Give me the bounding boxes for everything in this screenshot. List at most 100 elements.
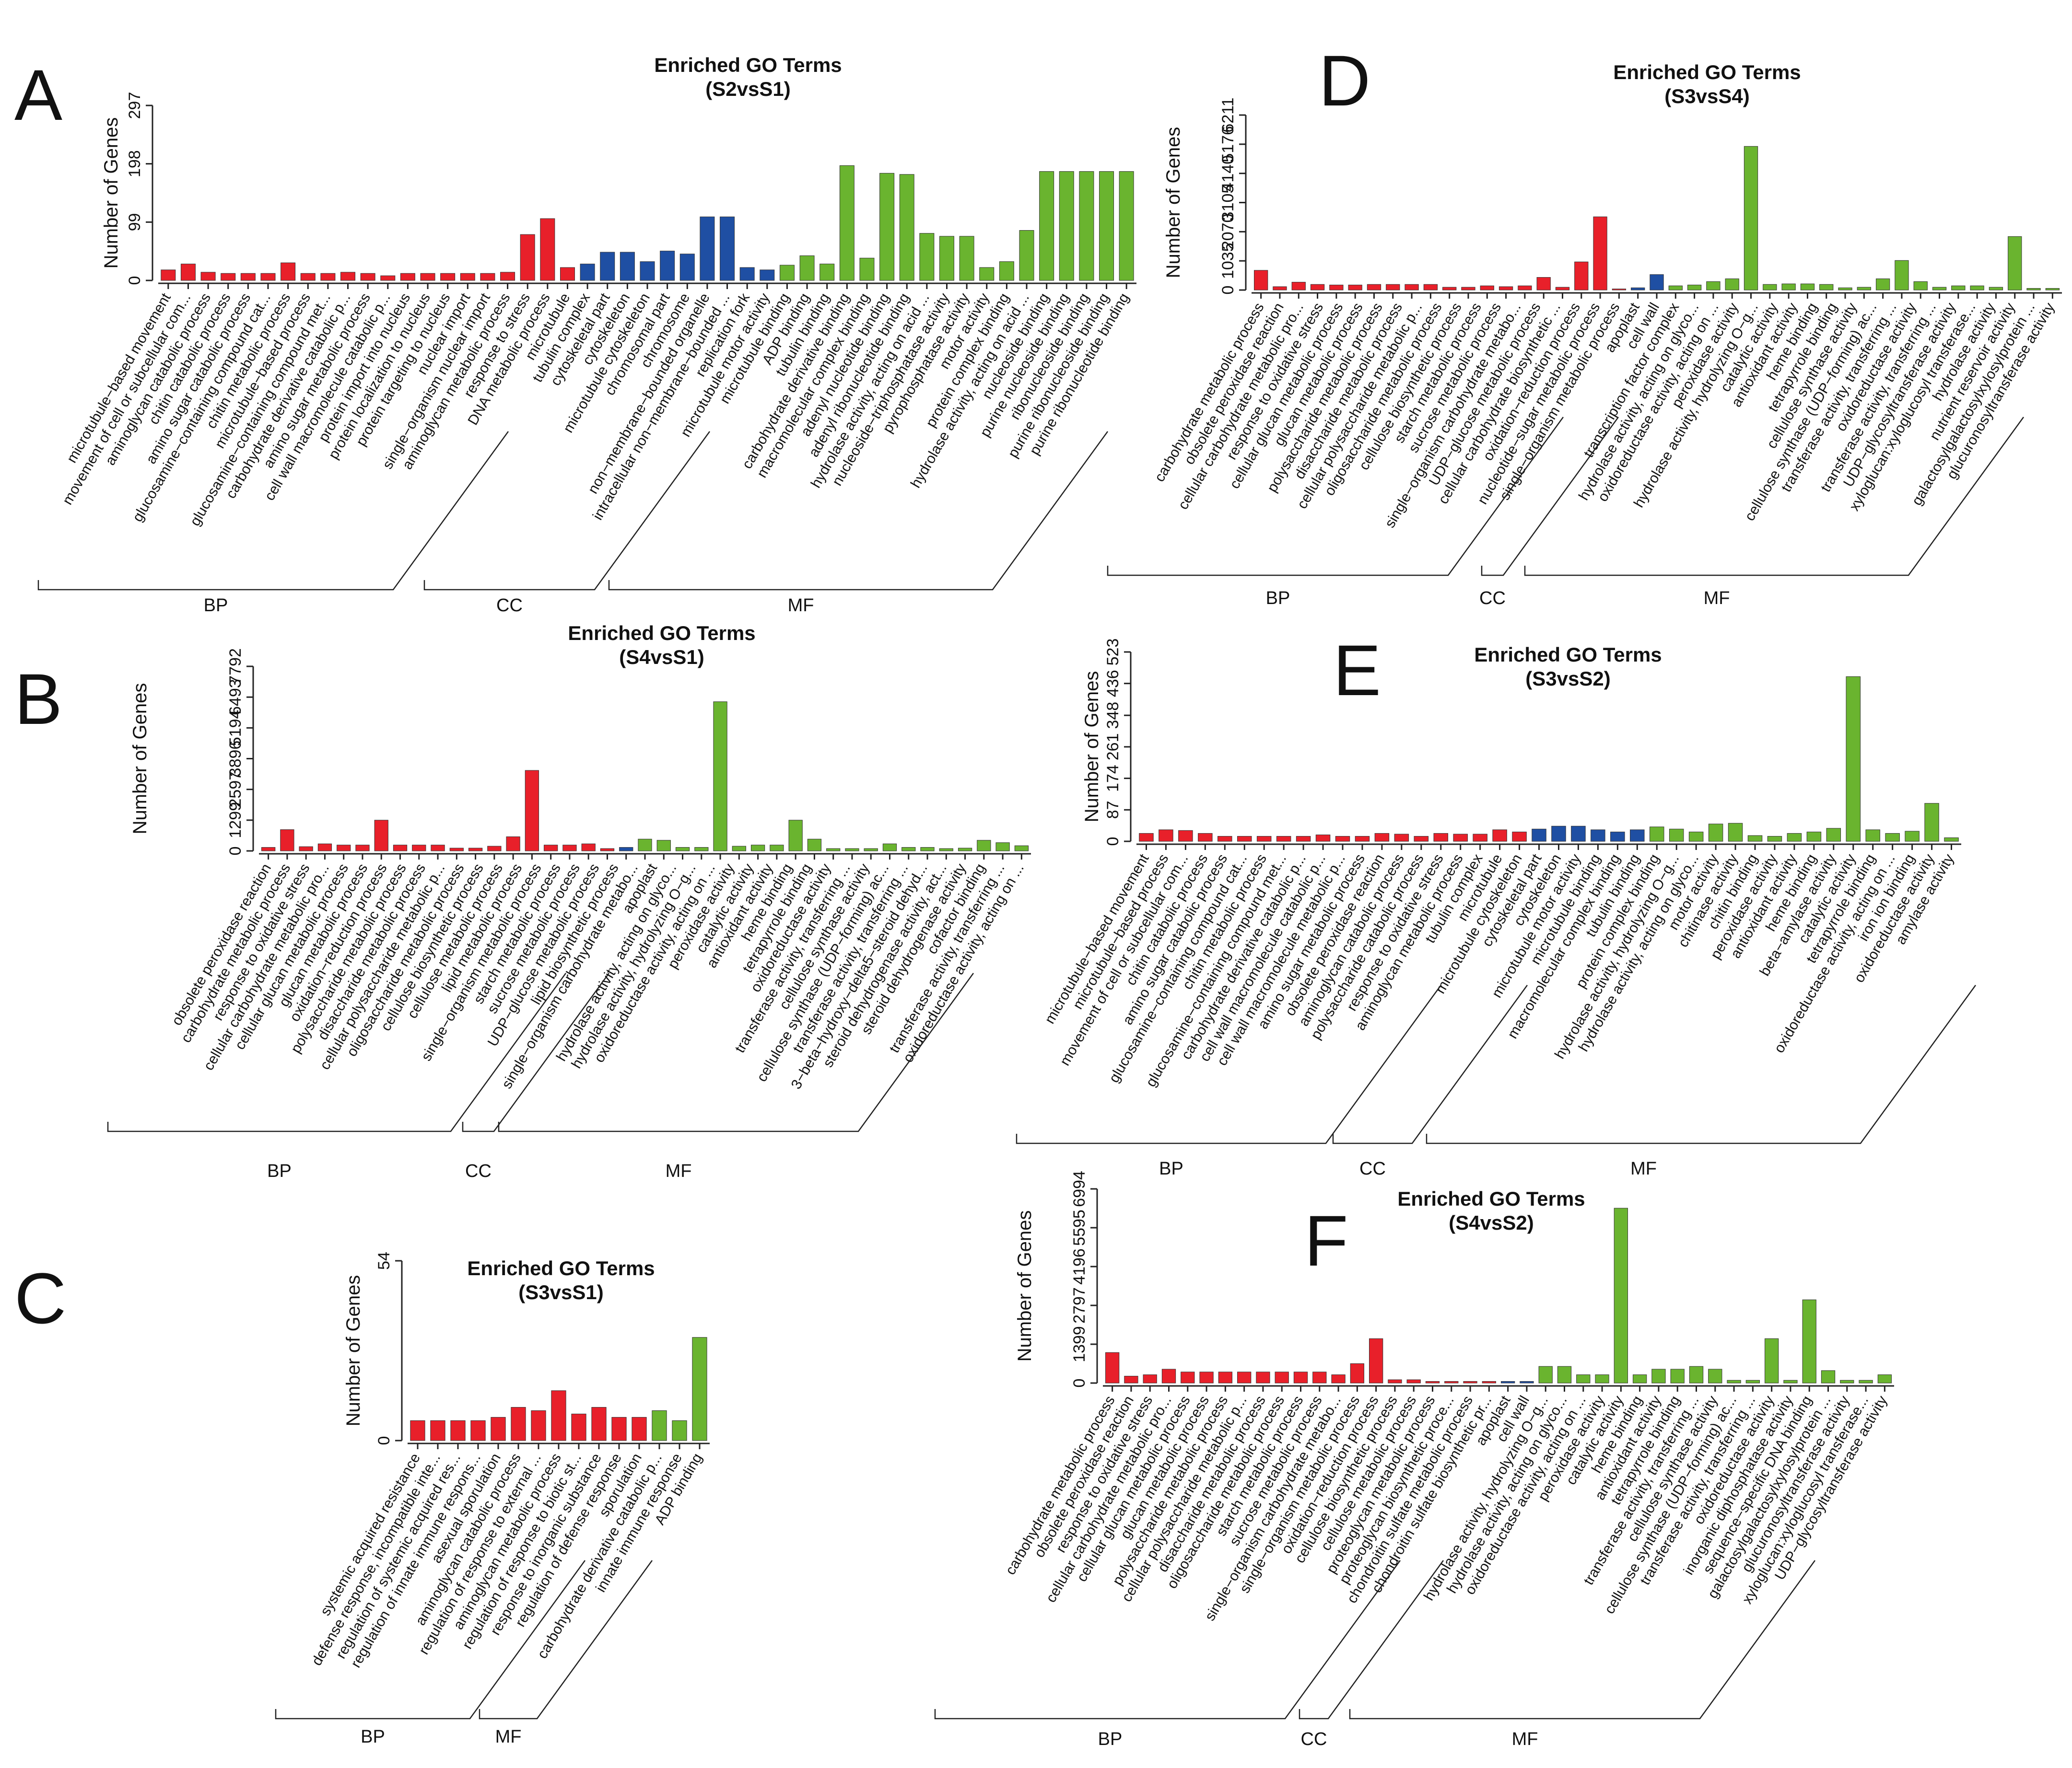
panel-e-bar bbox=[1335, 836, 1350, 842]
panel-f-bar bbox=[1633, 1374, 1647, 1384]
panel-e-bar bbox=[1394, 834, 1409, 842]
panel-f-group-bracket bbox=[934, 1560, 1401, 1720]
panel-b-bar bbox=[487, 846, 502, 851]
panel-d-bar bbox=[1273, 286, 1287, 291]
panel-d-y-tick-label: 3105 bbox=[1219, 185, 1237, 221]
panel-a-group-label: BP bbox=[204, 595, 228, 616]
panel-e-bar bbox=[1532, 828, 1546, 842]
panel-a-bar bbox=[221, 273, 236, 281]
panel-e-bar bbox=[1905, 831, 1920, 842]
panel-a-bar bbox=[260, 273, 276, 281]
panel-c-bar bbox=[450, 1420, 466, 1441]
panel-a-ylabel: Number of Genes bbox=[101, 117, 122, 269]
panel-d-bar bbox=[1781, 283, 1796, 291]
panel-a-bar bbox=[739, 267, 755, 281]
panel-d-group-label: MF bbox=[1704, 588, 1730, 608]
panel-e-bar bbox=[1728, 823, 1743, 842]
panel-f-title: Enriched GO Terms bbox=[1397, 1187, 1585, 1210]
panel-d-subtitle: (S3vsS4) bbox=[1664, 85, 1749, 107]
panel-b-bar bbox=[525, 770, 539, 851]
panel-e-y-tick-label: 261 bbox=[1104, 733, 1122, 761]
panel-d-bar bbox=[1555, 287, 1570, 291]
panel-c-bar bbox=[491, 1417, 506, 1441]
panel-e-bar bbox=[1139, 833, 1154, 842]
panel-f-bar bbox=[1557, 1366, 1572, 1384]
panel-e-group-label: BP bbox=[1159, 1159, 1183, 1179]
panel-e-bar bbox=[1198, 833, 1213, 842]
panel-a-group-bracket bbox=[608, 431, 1109, 591]
panel-a-bar bbox=[460, 273, 475, 281]
panel-d-bar bbox=[1442, 287, 1457, 291]
panel-d-group-label: BP bbox=[1266, 588, 1290, 608]
panel-f-bar bbox=[1143, 1374, 1157, 1384]
panel-e-bar bbox=[1433, 833, 1449, 842]
panel-c-bar bbox=[430, 1420, 445, 1441]
panel-d-group-bracket bbox=[1524, 417, 2025, 576]
panel-b-bar bbox=[431, 845, 445, 851]
panel-b-bar bbox=[600, 848, 615, 851]
panel-a-bar bbox=[340, 272, 355, 281]
panel-b-bar bbox=[638, 838, 652, 851]
panel-e-bar bbox=[1747, 835, 1763, 842]
panel-d-bar bbox=[1650, 274, 1664, 291]
panel-a-bar bbox=[640, 261, 655, 281]
panel-a-bar bbox=[979, 267, 995, 281]
panel-d-y-tick-label: 5176 bbox=[1219, 126, 1237, 163]
panel-b-bar bbox=[468, 848, 483, 851]
panel-f-bar bbox=[1501, 1381, 1515, 1384]
panel-b-y-tick-label: 3896 bbox=[226, 741, 245, 777]
panel-f-bar bbox=[1708, 1369, 1722, 1384]
panel-a-bar bbox=[281, 262, 296, 281]
panel-c-letter: C bbox=[14, 1258, 66, 1338]
panel-a-bar bbox=[240, 273, 256, 281]
panel-d-bar bbox=[1763, 284, 1777, 291]
panel-e-bar bbox=[1806, 831, 1822, 842]
panel-a-y-tick-label: 297 bbox=[126, 92, 144, 119]
panel-b-bar bbox=[280, 829, 294, 851]
panel-d-bar bbox=[1536, 277, 1551, 291]
panel-a-bar bbox=[819, 264, 835, 281]
panel-e-bar bbox=[1237, 836, 1252, 842]
panel-b-subtitle: (S4vsS1) bbox=[619, 646, 704, 668]
panel-b-bar bbox=[920, 847, 935, 851]
panel-d-bar bbox=[1875, 278, 1890, 291]
panel-a-bar bbox=[540, 218, 555, 281]
panel-b-letter: B bbox=[14, 659, 62, 739]
panel-f-bar bbox=[1745, 1380, 1760, 1384]
panel-d-bar bbox=[1461, 287, 1475, 291]
panel-f-bar bbox=[1463, 1381, 1477, 1384]
panel-d-bar bbox=[2045, 288, 2060, 291]
panel-b-bar bbox=[977, 840, 991, 851]
panel-a-bar bbox=[400, 273, 415, 281]
panel-f-y-tick-label: 2797 bbox=[1070, 1287, 1089, 1324]
panel-b-bar bbox=[317, 843, 332, 851]
panel-d-bar bbox=[1668, 285, 1683, 291]
panel-f-bar bbox=[1444, 1381, 1459, 1384]
panel-d-bar bbox=[1498, 286, 1513, 291]
panel-e-bar bbox=[1374, 833, 1390, 842]
panel-a-letter: A bbox=[14, 55, 62, 135]
panel-a-bar bbox=[660, 251, 675, 281]
panel-a-bar bbox=[1059, 171, 1074, 281]
panel-a-bar bbox=[480, 273, 495, 281]
panel-c: C Enriched GO Terms(S3vsS1) Number of Gene… bbox=[14, 1252, 710, 1747]
panel-a-bar bbox=[700, 216, 715, 281]
panel-c-title: Enriched GO Terms bbox=[467, 1257, 655, 1279]
panel-b-y-tick-label: 0 bbox=[226, 847, 245, 856]
panel-d-bar bbox=[1367, 284, 1381, 291]
panel-f-bar bbox=[1765, 1338, 1779, 1384]
panel-a-bar bbox=[320, 273, 336, 281]
panel-b-bar bbox=[337, 845, 351, 851]
panel-b-bar bbox=[1014, 845, 1029, 851]
panel-a-bar bbox=[919, 233, 935, 281]
panel-f-y-tick-label: 1399 bbox=[1070, 1326, 1089, 1362]
panel-a-bar bbox=[560, 267, 575, 281]
panel-b-bar bbox=[732, 846, 746, 851]
panel-d-bar bbox=[1989, 287, 2003, 291]
panel-c-bar bbox=[470, 1420, 486, 1441]
panel-e-bar bbox=[1610, 831, 1625, 842]
panel-f-bar bbox=[1670, 1369, 1685, 1384]
panel-e-bar bbox=[1591, 829, 1605, 842]
panel-d-bar bbox=[1574, 261, 1589, 291]
panel-d-bar bbox=[1932, 287, 1947, 291]
